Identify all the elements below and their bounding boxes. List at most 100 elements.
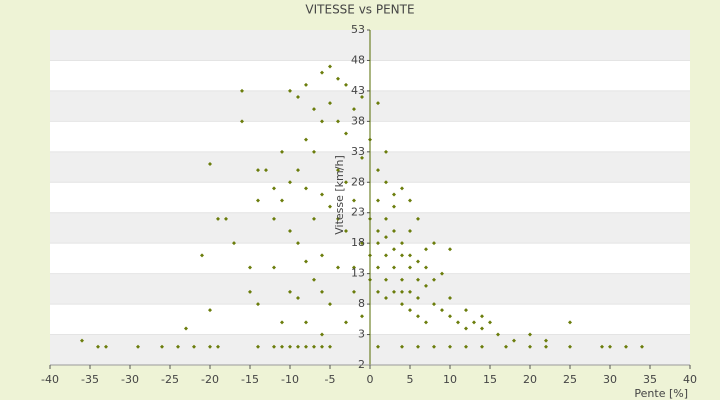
point [464,308,468,313]
point [320,253,324,258]
point [352,265,356,270]
point [496,332,500,337]
point [376,241,380,246]
point [96,344,100,349]
point [304,82,308,87]
point [288,229,292,233]
x-tick-label: 30 [603,373,617,386]
point [448,344,452,349]
point [296,241,300,246]
point [480,314,484,319]
point [256,302,260,307]
point [280,320,284,325]
point [336,119,340,124]
point [336,265,340,270]
x-tick-label: -35 [81,373,99,386]
point [376,101,380,106]
point [448,296,452,300]
point [328,64,332,69]
point [328,302,332,307]
point [392,289,396,294]
point [440,271,444,276]
point [312,107,316,112]
x-tick-label: -25 [161,373,179,386]
point [296,296,300,300]
x-tick-label: 10 [443,373,457,386]
point [272,216,276,221]
point [488,320,492,325]
point [288,180,292,185]
point [304,186,308,191]
point [408,308,412,313]
point [136,344,140,349]
point [512,338,516,343]
y-tick-label: 23 [351,206,365,219]
x-tick-label: -5 [325,373,336,386]
point [376,344,380,349]
point [216,344,220,349]
point [280,149,284,154]
point [400,277,404,282]
point [224,216,228,221]
x-tick-label: 0 [367,373,374,386]
x-tick-label: -10 [281,373,299,386]
point [448,247,452,252]
point [272,265,276,270]
point [256,344,260,349]
point [384,277,388,282]
point [384,216,388,221]
y-tick-label: 38 [351,114,365,127]
point [304,320,308,325]
x-tick-label: 40 [683,373,697,386]
point [432,344,436,349]
point [608,344,612,349]
y-tick-label: 48 [351,53,365,66]
point [352,198,356,203]
point [248,289,252,294]
point [432,241,436,246]
point [200,253,204,258]
y-axis-label: Vitesse [km/h] [333,155,346,235]
point [544,344,548,349]
point [392,229,396,233]
point [360,155,364,160]
point [472,320,476,325]
point [320,344,324,349]
point [208,308,212,313]
point [640,344,644,349]
point [344,131,348,136]
point [208,162,212,166]
point [312,277,316,282]
chart-title: VITESSE vs PENTE [305,3,414,17]
point [376,168,380,173]
point [192,344,196,349]
point [392,265,396,270]
point [416,296,420,300]
point [288,344,292,349]
x-tick-label: -30 [121,373,139,386]
point [432,277,436,282]
point [240,119,244,124]
point [256,198,260,203]
point [80,338,84,343]
point [504,344,508,349]
point [320,332,324,337]
point [424,320,428,325]
point [384,235,388,240]
point [344,82,348,87]
point [400,241,404,246]
point [376,229,380,233]
point [328,101,332,106]
point [360,95,364,99]
point [416,277,420,282]
point [312,149,316,154]
point [280,198,284,203]
point [416,344,420,349]
point [304,259,308,264]
point [336,76,340,81]
point [424,283,428,288]
point [328,344,332,349]
point [256,168,260,173]
point [416,216,420,221]
point [296,344,300,349]
